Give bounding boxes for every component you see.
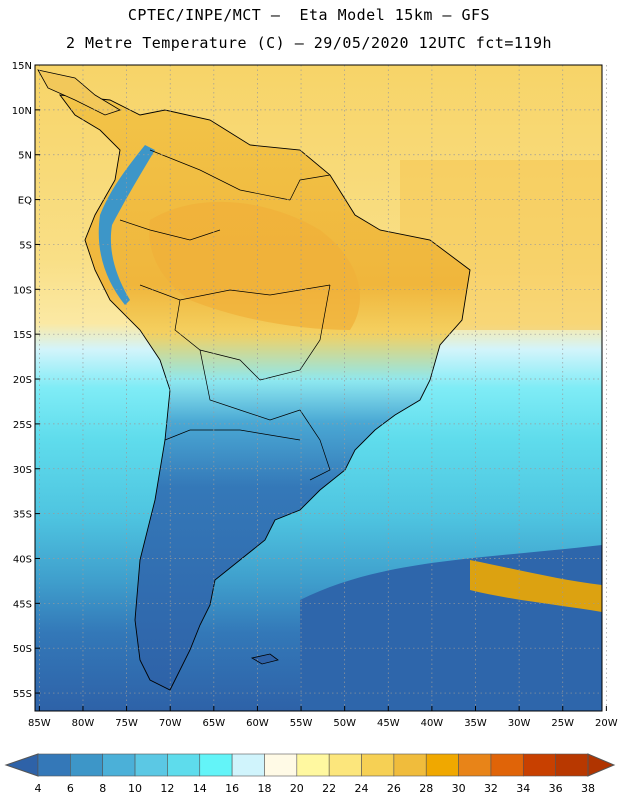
colorbar-box	[425, 753, 459, 777]
colorbar-label: 22	[322, 782, 336, 795]
colorbar-label: 24	[355, 782, 369, 795]
amazon-warm-core	[149, 201, 360, 330]
colorbar-label: 10	[128, 782, 142, 795]
map-title-line-1: CPTEC/INPE/MCT – Eta Model 15km – GFS	[127, 6, 491, 24]
lat-tick-label: 50S	[13, 644, 32, 655]
map-title-line-2: 2 Metre Temperature (C) – 29/05/2020 12U…	[65, 34, 553, 52]
colorbar-label: 8	[99, 782, 106, 795]
colorbar-box	[70, 753, 104, 777]
lon-tick-label: 70W	[159, 718, 182, 729]
lat-tick-label: 15S	[13, 330, 32, 341]
lon-tick-label: 45W	[377, 718, 400, 729]
lon-tick-label: 35W	[464, 718, 487, 729]
colorbar-label: 30	[452, 782, 466, 795]
colorbar-label: 20	[290, 782, 304, 795]
colorbar-box	[231, 753, 265, 777]
lon-tick-label: 55W	[290, 718, 313, 729]
colorbar-box	[296, 753, 330, 777]
lat-tick-label: 10N	[12, 106, 32, 117]
colorbar-box	[555, 753, 589, 777]
colorbar-box	[199, 753, 233, 777]
colorbar-box	[361, 753, 395, 777]
colorbar-box	[102, 753, 136, 777]
colorbar-label: 34	[516, 782, 530, 795]
colorbar-label: 18	[257, 782, 271, 795]
lon-tick-label: 65W	[203, 718, 226, 729]
colorbar-label: 14	[193, 782, 207, 795]
colorbar-box	[328, 753, 362, 777]
lat-tick-label: 5N	[18, 151, 32, 162]
colorbar-label: 12	[160, 782, 174, 795]
andes-cold-strip	[98, 145, 155, 305]
colorbar-box	[167, 753, 201, 777]
latitude-ticks: 15N 10N 5N EQ 5S 10S 15S 20S 25S 30S 35S 40S 45S 50S 5…	[12, 61, 40, 700]
lat-tick-label: 25S	[13, 420, 32, 431]
colorbar-label: 26	[387, 782, 401, 795]
lon-tick-label: 40W	[421, 718, 444, 729]
lon-tick-label: 75W	[115, 718, 138, 729]
longitude-ticks: 85W 80W 75W 70W 65W 60W 55W 50W 45W 40W 35W 30W 25W 2…	[28, 706, 618, 729]
falklands-islands	[250, 653, 279, 665]
colorbar: 4 6 8 10 12 14 16 18 20 22 24 26 28 30 32 34 36 38	[4, 753, 616, 795]
lat-tick-label: EQ	[18, 196, 32, 207]
lat-tick-label: 55S	[13, 689, 32, 700]
lat-tick-label: 15N	[12, 61, 32, 72]
warm-tongue-atlantic	[470, 560, 602, 612]
colorbar-box	[458, 753, 492, 777]
colorbar-box	[490, 753, 524, 777]
colorbar-label: 38	[581, 782, 595, 795]
colorbar-over-arrow	[587, 753, 616, 777]
colorbar-box	[37, 753, 71, 777]
lat-tick-label: 40S	[13, 554, 32, 565]
lat-tick-label: 5S	[19, 240, 32, 251]
lat-tick-label: 45S	[13, 599, 32, 610]
colorbar-label: 4	[35, 782, 42, 795]
lat-tick-label: 30S	[13, 465, 32, 476]
lon-tick-label: 30W	[508, 718, 531, 729]
colorbar-label: 16	[225, 782, 239, 795]
lat-tick-label: 35S	[13, 510, 32, 521]
colorbar-label: 28	[419, 782, 433, 795]
colorbar-label: 32	[484, 782, 498, 795]
lat-tick-label: 10S	[13, 285, 32, 296]
lat-tick-label: 20S	[13, 375, 32, 386]
lon-tick-label: 60W	[246, 718, 269, 729]
lon-tick-label: 20W	[595, 718, 618, 729]
country-borders	[119, 149, 331, 481]
colorbar-box	[393, 753, 427, 777]
colorbar-label: 36	[549, 782, 563, 795]
lon-tick-label: 80W	[72, 718, 95, 729]
map-frame	[34, 64, 603, 712]
colorbar-box	[134, 753, 168, 777]
colorbar-under-arrow	[4, 753, 39, 777]
central-america-land	[37, 69, 121, 116]
colorbar-box	[522, 753, 556, 777]
lon-tick-label: 25W	[551, 718, 574, 729]
colorbar-box	[264, 753, 298, 777]
lon-tick-label: 85W	[28, 718, 51, 729]
lon-tick-label: 50W	[333, 718, 356, 729]
colorbar-label: 6	[67, 782, 74, 795]
